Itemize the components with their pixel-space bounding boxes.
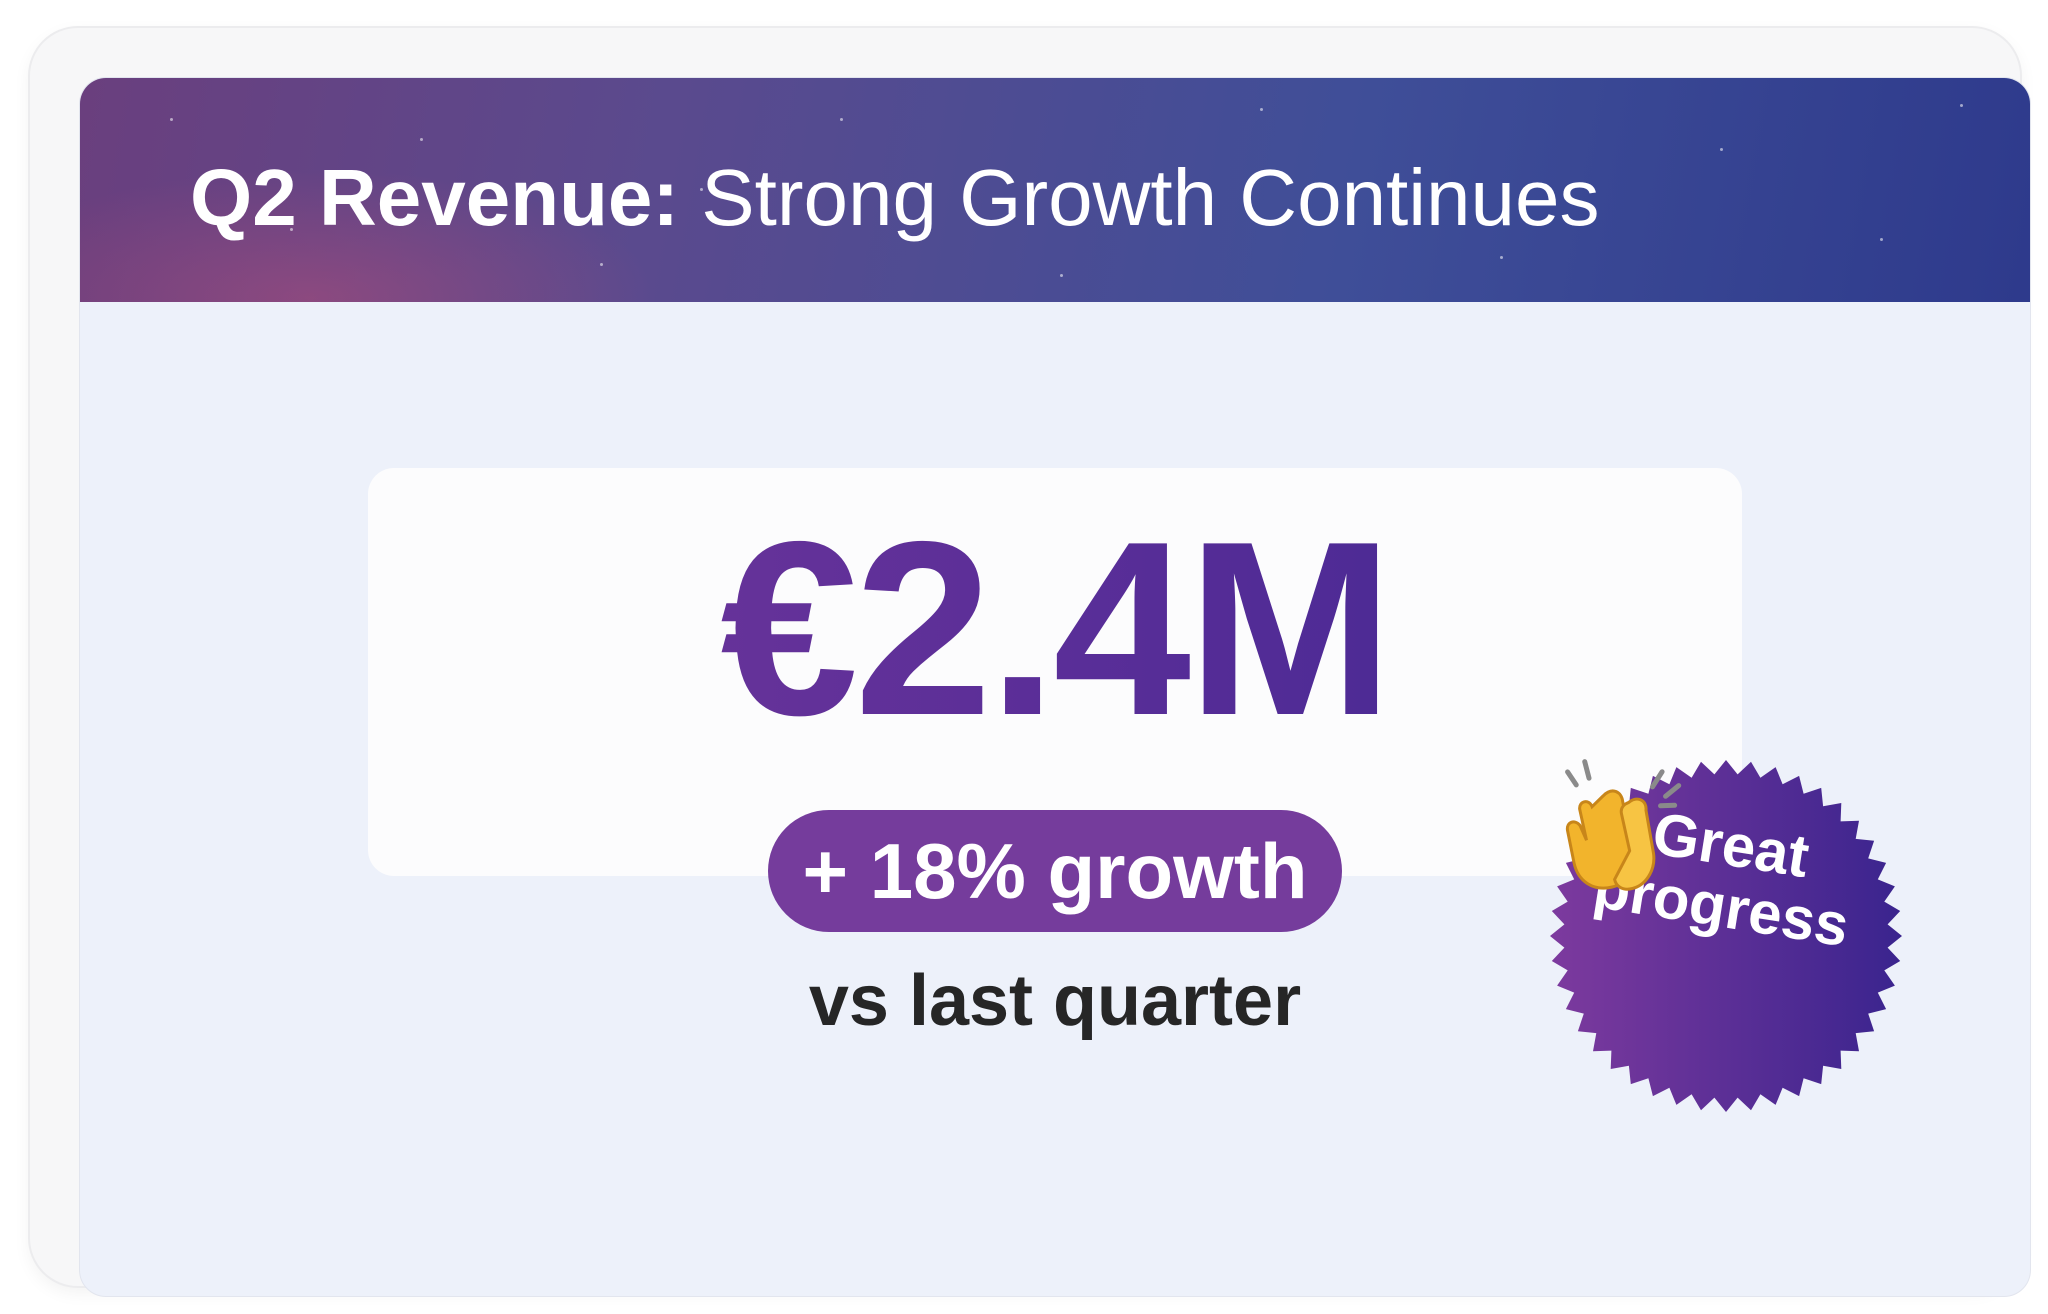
title-text: Strong Growth Continues	[679, 153, 1600, 242]
metric-card	[368, 468, 1742, 876]
title-emphasis: Q2 Revenue:	[190, 153, 680, 242]
revenue-value: €2.4M	[80, 503, 2030, 753]
star-dot	[1260, 108, 1263, 111]
slide-frame: Q2 Revenue: Strong Growth Continues €2.4…	[30, 28, 2030, 1296]
comparison-label: vs last quarter	[808, 961, 1302, 1041]
star-dot	[600, 263, 603, 266]
star-dot	[1500, 256, 1503, 259]
page-title: Q2 Revenue: Strong Growth Continues	[190, 150, 1600, 246]
growth-badge: + 18% growth	[768, 810, 1342, 932]
great-progress-badge: Great progress	[1548, 758, 1904, 1114]
slide: Q2 Revenue: Strong Growth Continues €2.4…	[80, 78, 2030, 1296]
star-dot	[290, 228, 293, 231]
clapping-hands-icon	[1565, 759, 1682, 891]
star-dot	[1060, 274, 1063, 277]
star-dot	[840, 118, 843, 121]
slide-header: Q2 Revenue: Strong Growth Continues	[80, 78, 2030, 302]
star-dot	[700, 188, 703, 191]
header-glow	[80, 168, 660, 302]
star-dot	[1720, 148, 1723, 151]
star-dot	[170, 118, 173, 121]
star-dot	[1880, 238, 1883, 241]
star-dot	[1960, 104, 1963, 107]
star-dot	[420, 138, 423, 141]
